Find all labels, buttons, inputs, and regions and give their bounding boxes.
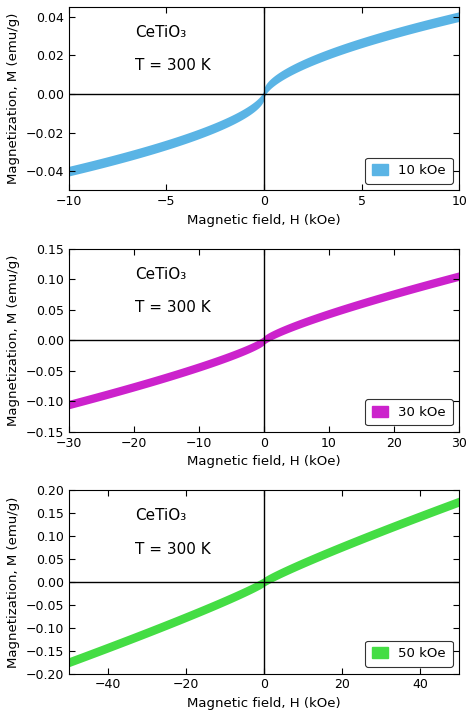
Legend: 50 kOe: 50 kOe bbox=[365, 641, 453, 667]
Y-axis label: Magnetization, M (emu/g): Magnetization, M (emu/g) bbox=[7, 496, 20, 668]
Y-axis label: Magnetization, M (emu/g): Magnetization, M (emu/g) bbox=[7, 13, 20, 184]
Legend: 30 kOe: 30 kOe bbox=[365, 399, 453, 425]
Text: CeTiO₃: CeTiO₃ bbox=[135, 508, 186, 523]
Text: T = 300 K: T = 300 K bbox=[135, 58, 211, 73]
X-axis label: Magnetic field, H (kOe): Magnetic field, H (kOe) bbox=[187, 697, 341, 710]
X-axis label: Magnetic field, H (kOe): Magnetic field, H (kOe) bbox=[187, 214, 341, 227]
Text: CeTiO₃: CeTiO₃ bbox=[135, 267, 186, 282]
Y-axis label: Magnetization, M (emu/g): Magnetization, M (emu/g) bbox=[7, 255, 20, 426]
Text: T = 300 K: T = 300 K bbox=[135, 541, 211, 556]
Text: CeTiO₃: CeTiO₃ bbox=[135, 25, 186, 40]
Legend: 10 kOe: 10 kOe bbox=[365, 158, 453, 184]
Text: T = 300 K: T = 300 K bbox=[135, 300, 211, 315]
X-axis label: Magnetic field, H (kOe): Magnetic field, H (kOe) bbox=[187, 455, 341, 468]
